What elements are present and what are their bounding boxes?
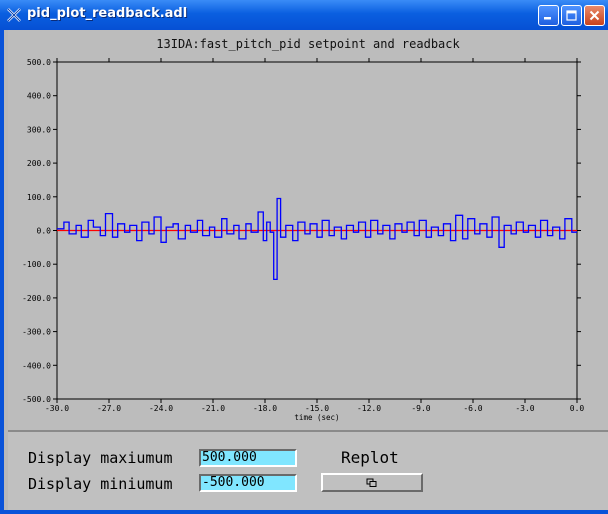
close-icon — [589, 10, 600, 21]
x-tick-label: -3.0 — [515, 404, 534, 413]
y-tick-label: 500.0 — [27, 58, 51, 67]
x-tick-label: 0.0 — [570, 404, 585, 413]
y-tick-label: -400.0 — [22, 361, 51, 370]
maximize-button[interactable] — [561, 5, 582, 26]
y-tick-label: -300.0 — [22, 328, 51, 337]
readback-chart: 500.0 400.0 300.0 200.0 100.0 0.0 -100.0 -200.0… — [22, 58, 585, 422]
readback-series-line — [57, 197, 577, 281]
close-button[interactable] — [584, 5, 605, 26]
related-display-icon — [366, 478, 377, 487]
x-axis-label: time (sec) — [294, 413, 339, 422]
display-min-field[interactable]: -500.000 — [199, 474, 297, 492]
display-max-label: Display maxiumum — [28, 449, 173, 467]
y-tick-label: 400.0 — [27, 92, 51, 101]
x-tick-label: -27.0 — [97, 404, 121, 413]
x-tick-label: -12.0 — [357, 404, 381, 413]
minimize-icon — [544, 17, 551, 20]
x-tick-label: -15.0 — [305, 404, 329, 413]
y-tick-label: 0.0 — [37, 227, 52, 236]
replot-label: Replot — [341, 448, 399, 467]
x-tick-label: -30.0 — [45, 404, 69, 413]
control-panel: Display maxiumum 500.000 Display miniumu… — [8, 432, 608, 510]
x-logo-icon — [7, 8, 21, 22]
replot-button[interactable] — [321, 473, 423, 492]
title-bar[interactable]: pid_plot_readback.adl — [0, 0, 608, 30]
x-tick-label: -6.0 — [463, 404, 482, 413]
minimize-button[interactable] — [538, 5, 559, 26]
x-tick-label: -24.0 — [149, 404, 173, 413]
display-min-label: Display miniumum — [28, 475, 173, 493]
display-max-field[interactable]: 500.000 — [199, 449, 297, 467]
y-tick-label: -500.0 — [22, 395, 51, 404]
plot-title: 13IDA:fast_pitch_pid setpoint and readba… — [156, 37, 460, 51]
x-tick-label: -21.0 — [201, 404, 225, 413]
y-tick-label: -100.0 — [22, 260, 51, 269]
y-tick-label: 100.0 — [27, 193, 51, 202]
y-tick-label: -200.0 — [22, 294, 51, 303]
maximize-icon — [566, 10, 577, 21]
plot-panel: 13IDA:fast_pitch_pid setpoint and readba… — [8, 30, 608, 432]
y-tick-label: 200.0 — [27, 159, 51, 168]
x-tick-label: -18.0 — [253, 404, 277, 413]
x-tick-label: -9.0 — [411, 404, 430, 413]
y-tick-label: 300.0 — [27, 125, 51, 134]
window-title: pid_plot_readback.adl — [27, 6, 188, 21]
